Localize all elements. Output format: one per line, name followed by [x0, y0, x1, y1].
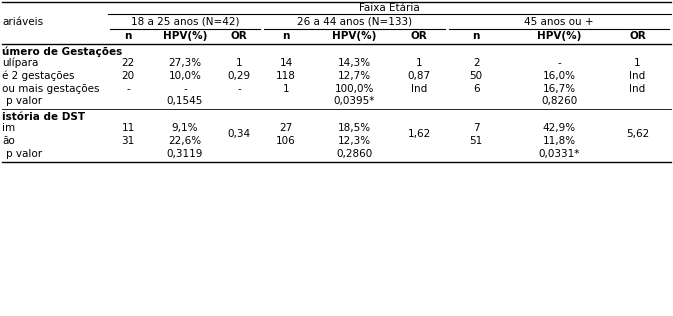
Text: HPV(%): HPV(%) — [332, 31, 377, 41]
Text: istória de DST: istória de DST — [2, 112, 85, 122]
Text: 1: 1 — [416, 58, 423, 68]
Text: 11: 11 — [121, 123, 135, 133]
Text: 0,3119: 0,3119 — [167, 149, 203, 159]
Text: OR: OR — [231, 31, 247, 41]
Text: é 2 gestações: é 2 gestações — [2, 71, 75, 81]
Text: Faixa Etária: Faixa Etária — [359, 3, 420, 13]
Text: n: n — [125, 31, 132, 41]
Text: 20: 20 — [121, 71, 135, 81]
Text: OR: OR — [629, 31, 646, 41]
Text: HPV(%): HPV(%) — [163, 31, 207, 41]
Text: 6: 6 — [473, 84, 479, 94]
Text: HPV(%): HPV(%) — [537, 31, 581, 41]
Text: 0,2860: 0,2860 — [336, 149, 373, 159]
Text: 0,0395*: 0,0395* — [334, 96, 375, 106]
Text: p valor: p valor — [6, 96, 42, 106]
Text: 5,62: 5,62 — [626, 130, 649, 139]
Text: 1: 1 — [634, 58, 641, 68]
Text: n: n — [283, 31, 290, 41]
Text: ulípara: ulípara — [2, 58, 38, 68]
Text: 7: 7 — [473, 123, 479, 133]
Text: 12,7%: 12,7% — [338, 71, 371, 81]
Text: p valor: p valor — [6, 149, 42, 159]
Text: 11,8%: 11,8% — [542, 136, 575, 146]
Text: 31: 31 — [121, 136, 135, 146]
Text: 10,0%: 10,0% — [168, 71, 201, 81]
Text: 1: 1 — [283, 84, 289, 94]
Text: 42,9%: 42,9% — [542, 123, 575, 133]
Text: ou mais gestações: ou mais gestações — [2, 84, 100, 94]
Text: 45 anos ou +: 45 anos ou + — [524, 17, 594, 27]
Text: -: - — [557, 58, 561, 68]
Text: 18 a 25 anos (N=42): 18 a 25 anos (N=42) — [131, 17, 239, 27]
Text: 22: 22 — [121, 58, 135, 68]
Text: 100,0%: 100,0% — [334, 84, 374, 94]
Text: 16,7%: 16,7% — [542, 84, 575, 94]
Text: 50: 50 — [470, 71, 483, 81]
Text: OR: OR — [411, 31, 427, 41]
Text: 0,34: 0,34 — [227, 130, 250, 139]
Text: Ind: Ind — [411, 84, 427, 94]
Text: 0,8260: 0,8260 — [541, 96, 577, 106]
Text: 9,1%: 9,1% — [172, 123, 199, 133]
Text: 0,0331*: 0,0331* — [538, 149, 579, 159]
Text: ão: ão — [2, 136, 15, 146]
Text: 27: 27 — [279, 123, 293, 133]
Text: 0,1545: 0,1545 — [167, 96, 203, 106]
Text: 118: 118 — [276, 71, 296, 81]
Text: 1: 1 — [236, 58, 242, 68]
Text: 51: 51 — [470, 136, 483, 146]
Text: im: im — [2, 123, 15, 133]
Text: 0,87: 0,87 — [408, 71, 431, 81]
Text: 18,5%: 18,5% — [338, 123, 371, 133]
Text: 2: 2 — [473, 58, 479, 68]
Text: 0,29: 0,29 — [227, 71, 250, 81]
Text: 1,62: 1,62 — [408, 130, 431, 139]
Text: -: - — [237, 84, 241, 94]
Text: 14,3%: 14,3% — [338, 58, 371, 68]
Text: 16,0%: 16,0% — [542, 71, 575, 81]
Text: 27,3%: 27,3% — [168, 58, 201, 68]
Text: úmero de Gestações: úmero de Gestações — [2, 47, 122, 57]
Text: 22,6%: 22,6% — [168, 136, 201, 146]
Text: 106: 106 — [276, 136, 296, 146]
Text: 12,3%: 12,3% — [338, 136, 371, 146]
Text: 14: 14 — [279, 58, 293, 68]
Text: 26 a 44 anos (N=133): 26 a 44 anos (N=133) — [297, 17, 412, 27]
Text: -: - — [126, 84, 130, 94]
Text: ariáveis: ariáveis — [2, 17, 43, 27]
Text: n: n — [472, 31, 480, 41]
Text: Ind: Ind — [629, 84, 645, 94]
Text: Ind: Ind — [629, 71, 645, 81]
Text: -: - — [183, 84, 187, 94]
